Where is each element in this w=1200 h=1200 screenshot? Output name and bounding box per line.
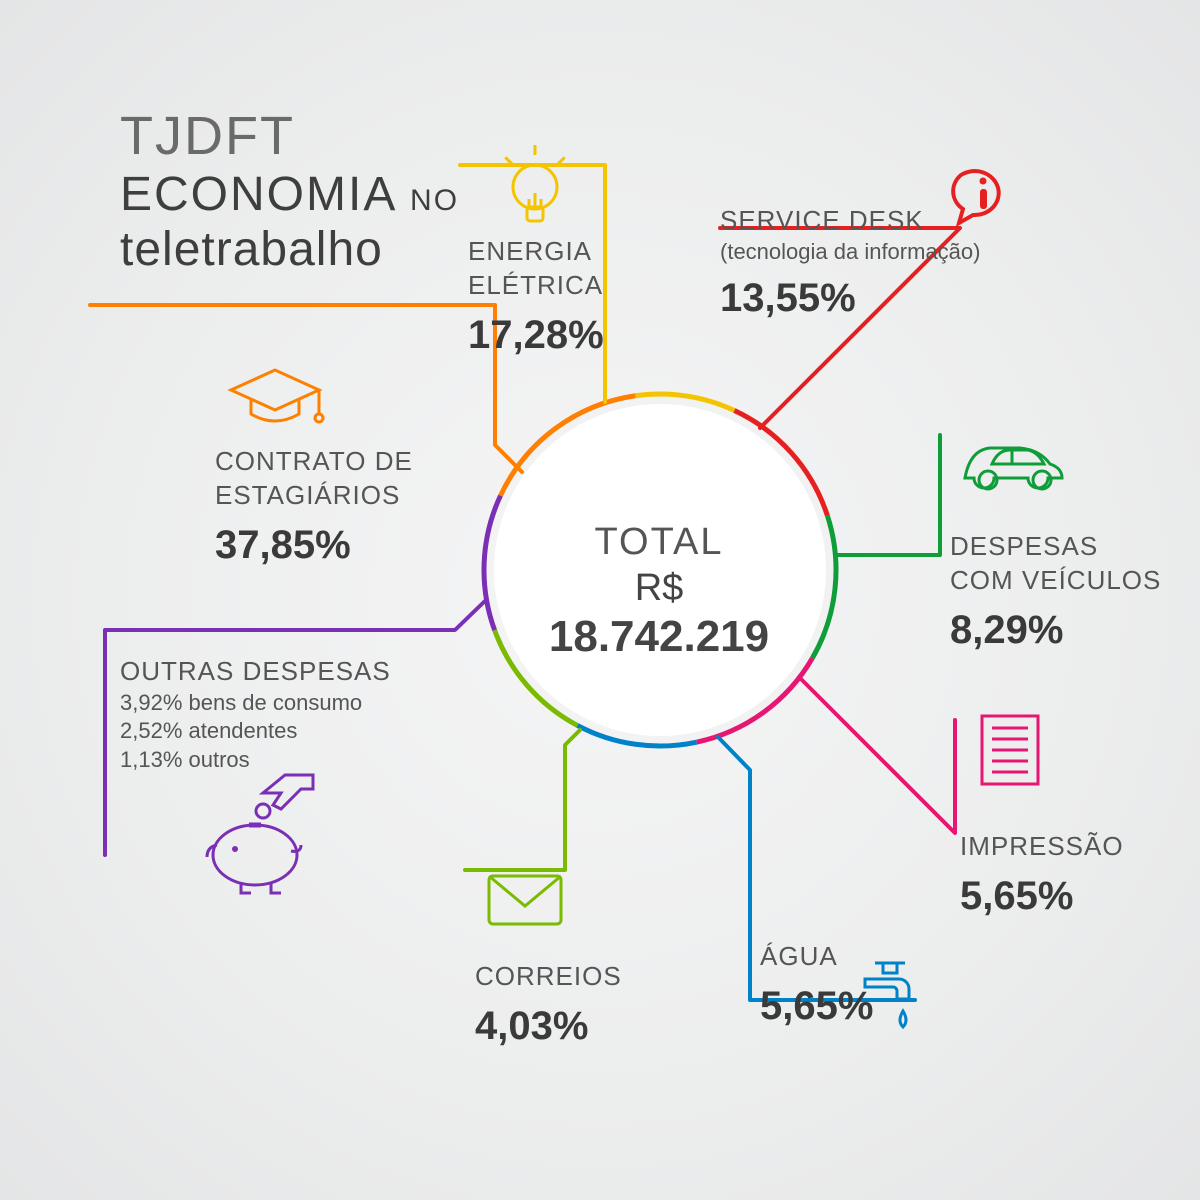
leader-veiculos xyxy=(836,435,940,555)
label-correios: CORREIOS4,03% xyxy=(475,960,622,1052)
center-total: TOTAL R$ 18.742.219 xyxy=(530,520,788,664)
leader-impressao xyxy=(800,678,955,833)
correios-icon xyxy=(489,876,561,924)
impressao-icon xyxy=(982,716,1038,784)
outras-icon xyxy=(207,775,313,893)
center-amount: R$ 18.742.219 xyxy=(530,566,788,664)
label-impressao: IMPRESSÃO5,65% xyxy=(960,830,1124,922)
label-outras: OUTRAS DESPESAS3,92% bens de consumo2,52… xyxy=(120,655,391,775)
infographic-stage: TJDFT ECONOMIA NO teletrabalho TOTAL R$ … xyxy=(0,0,1200,1200)
label-estagiarios: CONTRATO DEESTAGIÁRIOS37,85% xyxy=(215,445,413,571)
energia-icon xyxy=(505,145,564,221)
label-agua: ÁGUA5,65% xyxy=(760,940,873,1032)
center-title: TOTAL xyxy=(530,520,788,566)
label-energia: ENERGIAELÉTRICA17,28% xyxy=(468,235,604,361)
veiculos-icon xyxy=(965,448,1062,489)
label-servicedesk: SERVICE DESK(tecnologia da informação)13… xyxy=(720,204,980,324)
label-veiculos: DESPESASCOM VEÍCULOS8,29% xyxy=(950,530,1161,656)
estagiarios-icon xyxy=(231,370,323,422)
leader-correios xyxy=(465,730,580,870)
